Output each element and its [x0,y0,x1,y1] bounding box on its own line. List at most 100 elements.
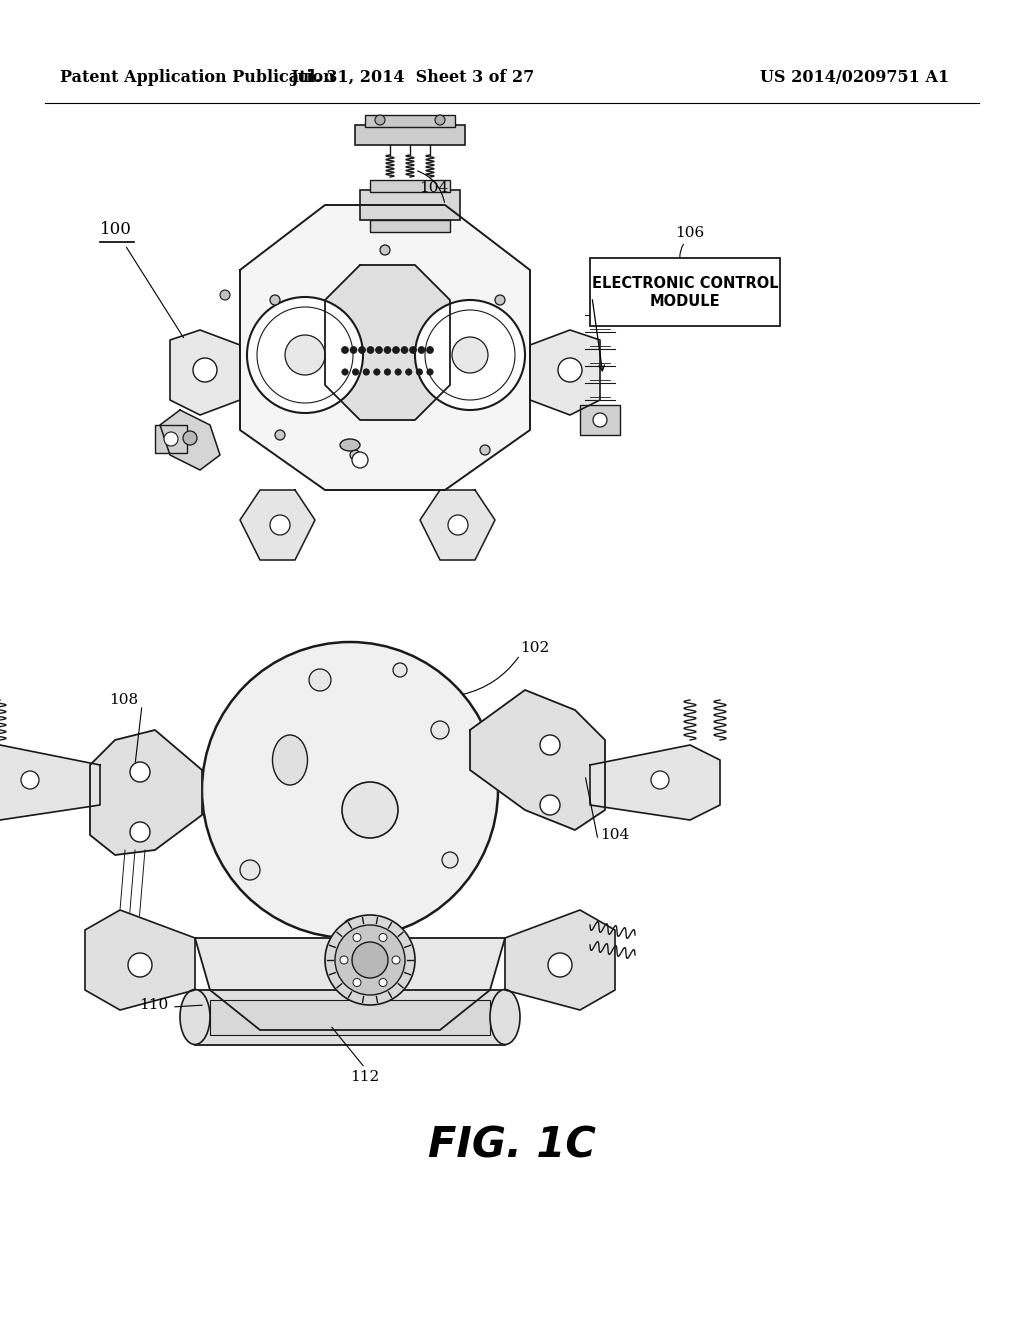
Polygon shape [240,205,530,490]
Bar [210,1001,490,1035]
Circle shape [449,515,468,535]
Circle shape [384,368,391,375]
Polygon shape [240,490,315,560]
Text: 104: 104 [600,828,630,842]
Circle shape [392,346,399,354]
Polygon shape [530,330,600,414]
Circle shape [540,795,560,814]
Circle shape [247,297,362,413]
Circle shape [270,294,280,305]
Polygon shape [0,744,100,820]
Circle shape [558,358,582,381]
Circle shape [220,290,230,300]
Polygon shape [590,744,720,820]
Circle shape [352,368,358,375]
Polygon shape [90,730,202,855]
Circle shape [415,300,525,411]
Bar [580,405,620,436]
Circle shape [375,115,385,125]
Ellipse shape [340,440,360,451]
Text: 102: 102 [520,642,549,655]
Circle shape [379,978,387,986]
Circle shape [416,368,423,375]
Circle shape [593,413,607,426]
Ellipse shape [272,735,307,785]
Circle shape [495,294,505,305]
Circle shape [352,451,368,469]
Circle shape [395,368,401,375]
Circle shape [257,308,353,403]
Circle shape [367,346,374,354]
Circle shape [342,368,348,375]
Circle shape [376,346,383,354]
Circle shape [358,346,366,354]
Circle shape [240,861,260,880]
Circle shape [353,933,361,941]
Circle shape [374,368,380,375]
Polygon shape [85,909,195,1010]
Circle shape [22,771,39,789]
Bar [360,190,460,220]
Circle shape [392,956,400,964]
Ellipse shape [344,917,366,932]
Circle shape [342,781,398,838]
Circle shape [393,663,407,677]
Circle shape [341,346,348,354]
Circle shape [353,978,361,986]
Circle shape [270,515,290,535]
Circle shape [431,721,449,739]
Text: 112: 112 [350,1071,380,1084]
Bar [370,180,450,191]
Circle shape [427,368,433,375]
Polygon shape [470,690,605,830]
Bar [365,115,455,127]
Text: MODULE: MODULE [649,294,720,309]
Circle shape [452,337,488,374]
Polygon shape [325,265,450,420]
Text: 110: 110 [138,998,168,1012]
Circle shape [418,346,425,354]
Text: US 2014/0209751 A1: US 2014/0209751 A1 [760,70,949,87]
Circle shape [401,346,408,354]
Polygon shape [160,411,220,470]
Text: 100: 100 [100,220,132,238]
Circle shape [379,933,387,941]
Circle shape [325,915,415,1005]
Circle shape [275,430,285,440]
Text: Jul. 31, 2014  Sheet 3 of 27: Jul. 31, 2014 Sheet 3 of 27 [290,70,535,87]
Bar [355,125,465,145]
Bar [370,220,450,232]
Circle shape [285,335,325,375]
Circle shape [406,368,412,375]
Circle shape [164,432,178,446]
Circle shape [410,346,417,354]
Circle shape [202,642,498,939]
Circle shape [183,432,197,445]
Polygon shape [195,939,505,1030]
Circle shape [193,358,217,381]
Circle shape [380,246,390,255]
Circle shape [309,669,331,690]
Text: 104: 104 [420,181,449,195]
Polygon shape [505,909,615,1010]
Circle shape [427,346,433,354]
Bar [590,257,780,326]
Circle shape [480,445,490,455]
Circle shape [350,346,357,354]
Circle shape [651,771,669,789]
Circle shape [425,310,515,400]
Text: 108: 108 [109,693,138,708]
Circle shape [435,115,445,125]
Ellipse shape [180,990,210,1044]
Text: Patent Application Publication: Patent Application Publication [60,70,335,87]
Circle shape [130,822,150,842]
Text: ELECTRONIC CONTROL: ELECTRONIC CONTROL [592,276,778,292]
Text: 106: 106 [676,226,705,240]
Bar [195,990,505,1045]
Circle shape [384,346,391,354]
Circle shape [130,762,150,781]
Polygon shape [420,490,495,560]
Ellipse shape [490,990,520,1044]
Circle shape [350,450,360,459]
Circle shape [352,942,388,978]
